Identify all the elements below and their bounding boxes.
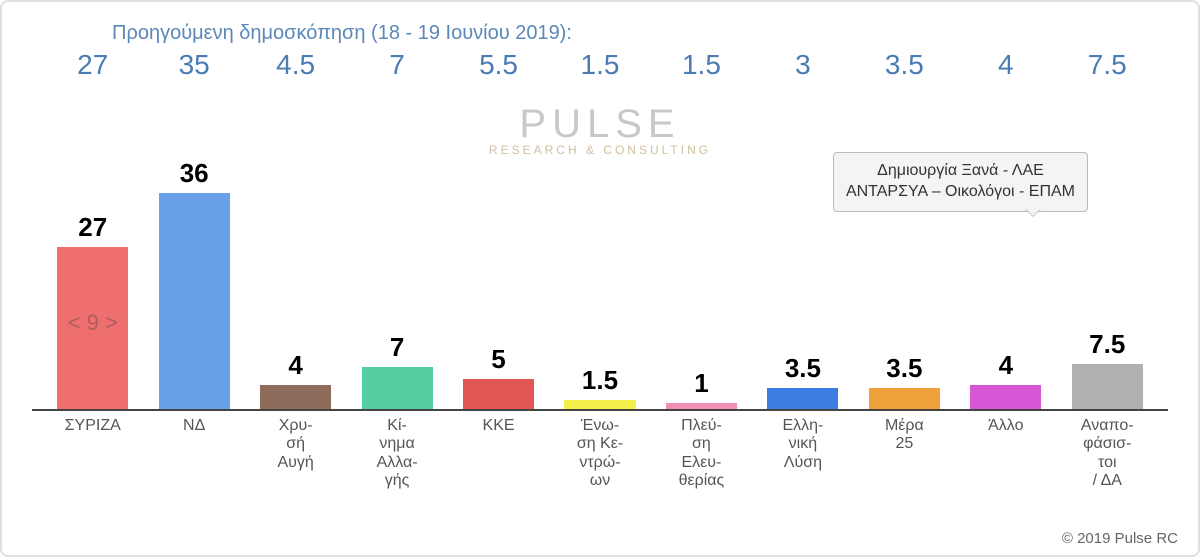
bar-slot: 7.5 <box>1057 329 1158 409</box>
previous-value: 5.5 <box>448 49 549 81</box>
bar <box>767 388 838 409</box>
bar-value: 36 <box>180 158 209 189</box>
previous-value: 27 <box>42 49 143 81</box>
poll-chart-frame: Προηγούμενη δημοσκόπηση (18 - 19 Ιουνίου… <box>0 0 1200 557</box>
bar-slot: 1 <box>651 368 752 409</box>
bar-label: ΣΥΡΙΖΑ <box>42 417 143 491</box>
previous-value: 35 <box>143 49 244 81</box>
previous-value: 1.5 <box>651 49 752 81</box>
bar <box>260 385 331 409</box>
bar-slot: 7 <box>346 332 447 409</box>
other-parties-tooltip: Δημιουργία Ξανά - ΛΑΕ ΑΝΤΑΡΣΥΑ – Οικολόγ… <box>833 152 1088 212</box>
bar <box>1072 364 1143 409</box>
bar-slot: 3.5 <box>752 353 853 409</box>
bar-label: Αναπο-φάσισ-τοι/ ΔΑ <box>1057 417 1158 491</box>
tooltip-line1: Δημιουργία Ξανά - ΛΑΕ <box>846 161 1075 182</box>
bar <box>463 379 534 409</box>
bar <box>666 403 737 409</box>
bar-label: ΚΚΕ <box>448 417 549 491</box>
bar-slot: 27 < 9 > <box>42 212 143 409</box>
bar-value: 27 <box>78 212 107 243</box>
labels-row: ΣΥΡΙΖΑΝΔΧρυ-σήΑυγήΚί-νημαΑλλα-γήςΚΚΕΈνω-… <box>32 411 1168 491</box>
bar-value: 4 <box>288 350 302 381</box>
previous-value: 4 <box>955 49 1056 81</box>
bar-value: 5 <box>491 344 505 375</box>
previous-value: 1.5 <box>549 49 650 81</box>
diff-badge: < 9 > <box>68 310 118 336</box>
bar-value: 3.5 <box>886 353 922 384</box>
previous-value: 7.5 <box>1057 49 1158 81</box>
bar-value: 4 <box>999 350 1013 381</box>
bar-slot: 4 <box>245 350 346 409</box>
bar-slot: 4 <box>955 350 1056 409</box>
bar-label: Μέρα25 <box>854 417 955 491</box>
bar-label: Κί-νημαΑλλα-γής <box>346 417 447 491</box>
previous-values-row: 27354.575.51.51.533.547.5 <box>32 49 1168 81</box>
bar-value: 3.5 <box>785 353 821 384</box>
bar-slot: 36 <box>143 158 244 409</box>
bar-slot: 5 <box>448 344 549 409</box>
bar-label: ΝΔ <box>143 417 244 491</box>
previous-value: 7 <box>346 49 447 81</box>
bar-label: Ελλη-νικήΛύση <box>752 417 853 491</box>
bar-value: 1 <box>694 368 708 399</box>
tooltip-line2: ΑΝΤΑΡΣΥΑ – Οικολόγοι - ΕΠΑΜ <box>846 182 1075 203</box>
copyright: © 2019 Pulse RC <box>1062 530 1178 547</box>
bar-value: 7 <box>390 332 404 363</box>
chart-zone: 27 < 9 > 36 4 7 5 1.5 1 3.5 3.5 4 7.5 <box>32 91 1168 411</box>
previous-value: 4.5 <box>245 49 346 81</box>
bar <box>564 400 635 409</box>
bar-label: Χρυ-σήΑυγή <box>245 417 346 491</box>
bar-label: Πλεύ-σηΕλευ-θερίας <box>651 417 752 491</box>
bar-label: Ένω-ση Κε-ντρώ-ων <box>549 417 650 491</box>
bar-label: Άλλο <box>955 417 1056 491</box>
previous-poll-label: Προηγούμενη δημοσκόπηση (18 - 19 Ιουνίου… <box>112 22 1168 45</box>
bar-value: 7.5 <box>1089 329 1125 360</box>
bar <box>970 385 1041 409</box>
bar-value: 1.5 <box>582 365 618 396</box>
bar <box>362 367 433 409</box>
previous-value: 3.5 <box>854 49 955 81</box>
previous-value: 3 <box>752 49 853 81</box>
bar-slot: 3.5 <box>854 353 955 409</box>
bar <box>869 388 940 409</box>
bar-slot: 1.5 <box>549 365 650 409</box>
bar <box>159 193 230 409</box>
